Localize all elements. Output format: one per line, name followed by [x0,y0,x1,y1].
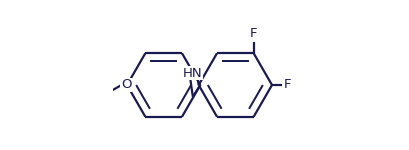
Text: O: O [121,78,131,92]
Text: F: F [250,27,257,40]
Text: HN: HN [183,67,202,80]
Text: F: F [284,78,291,92]
